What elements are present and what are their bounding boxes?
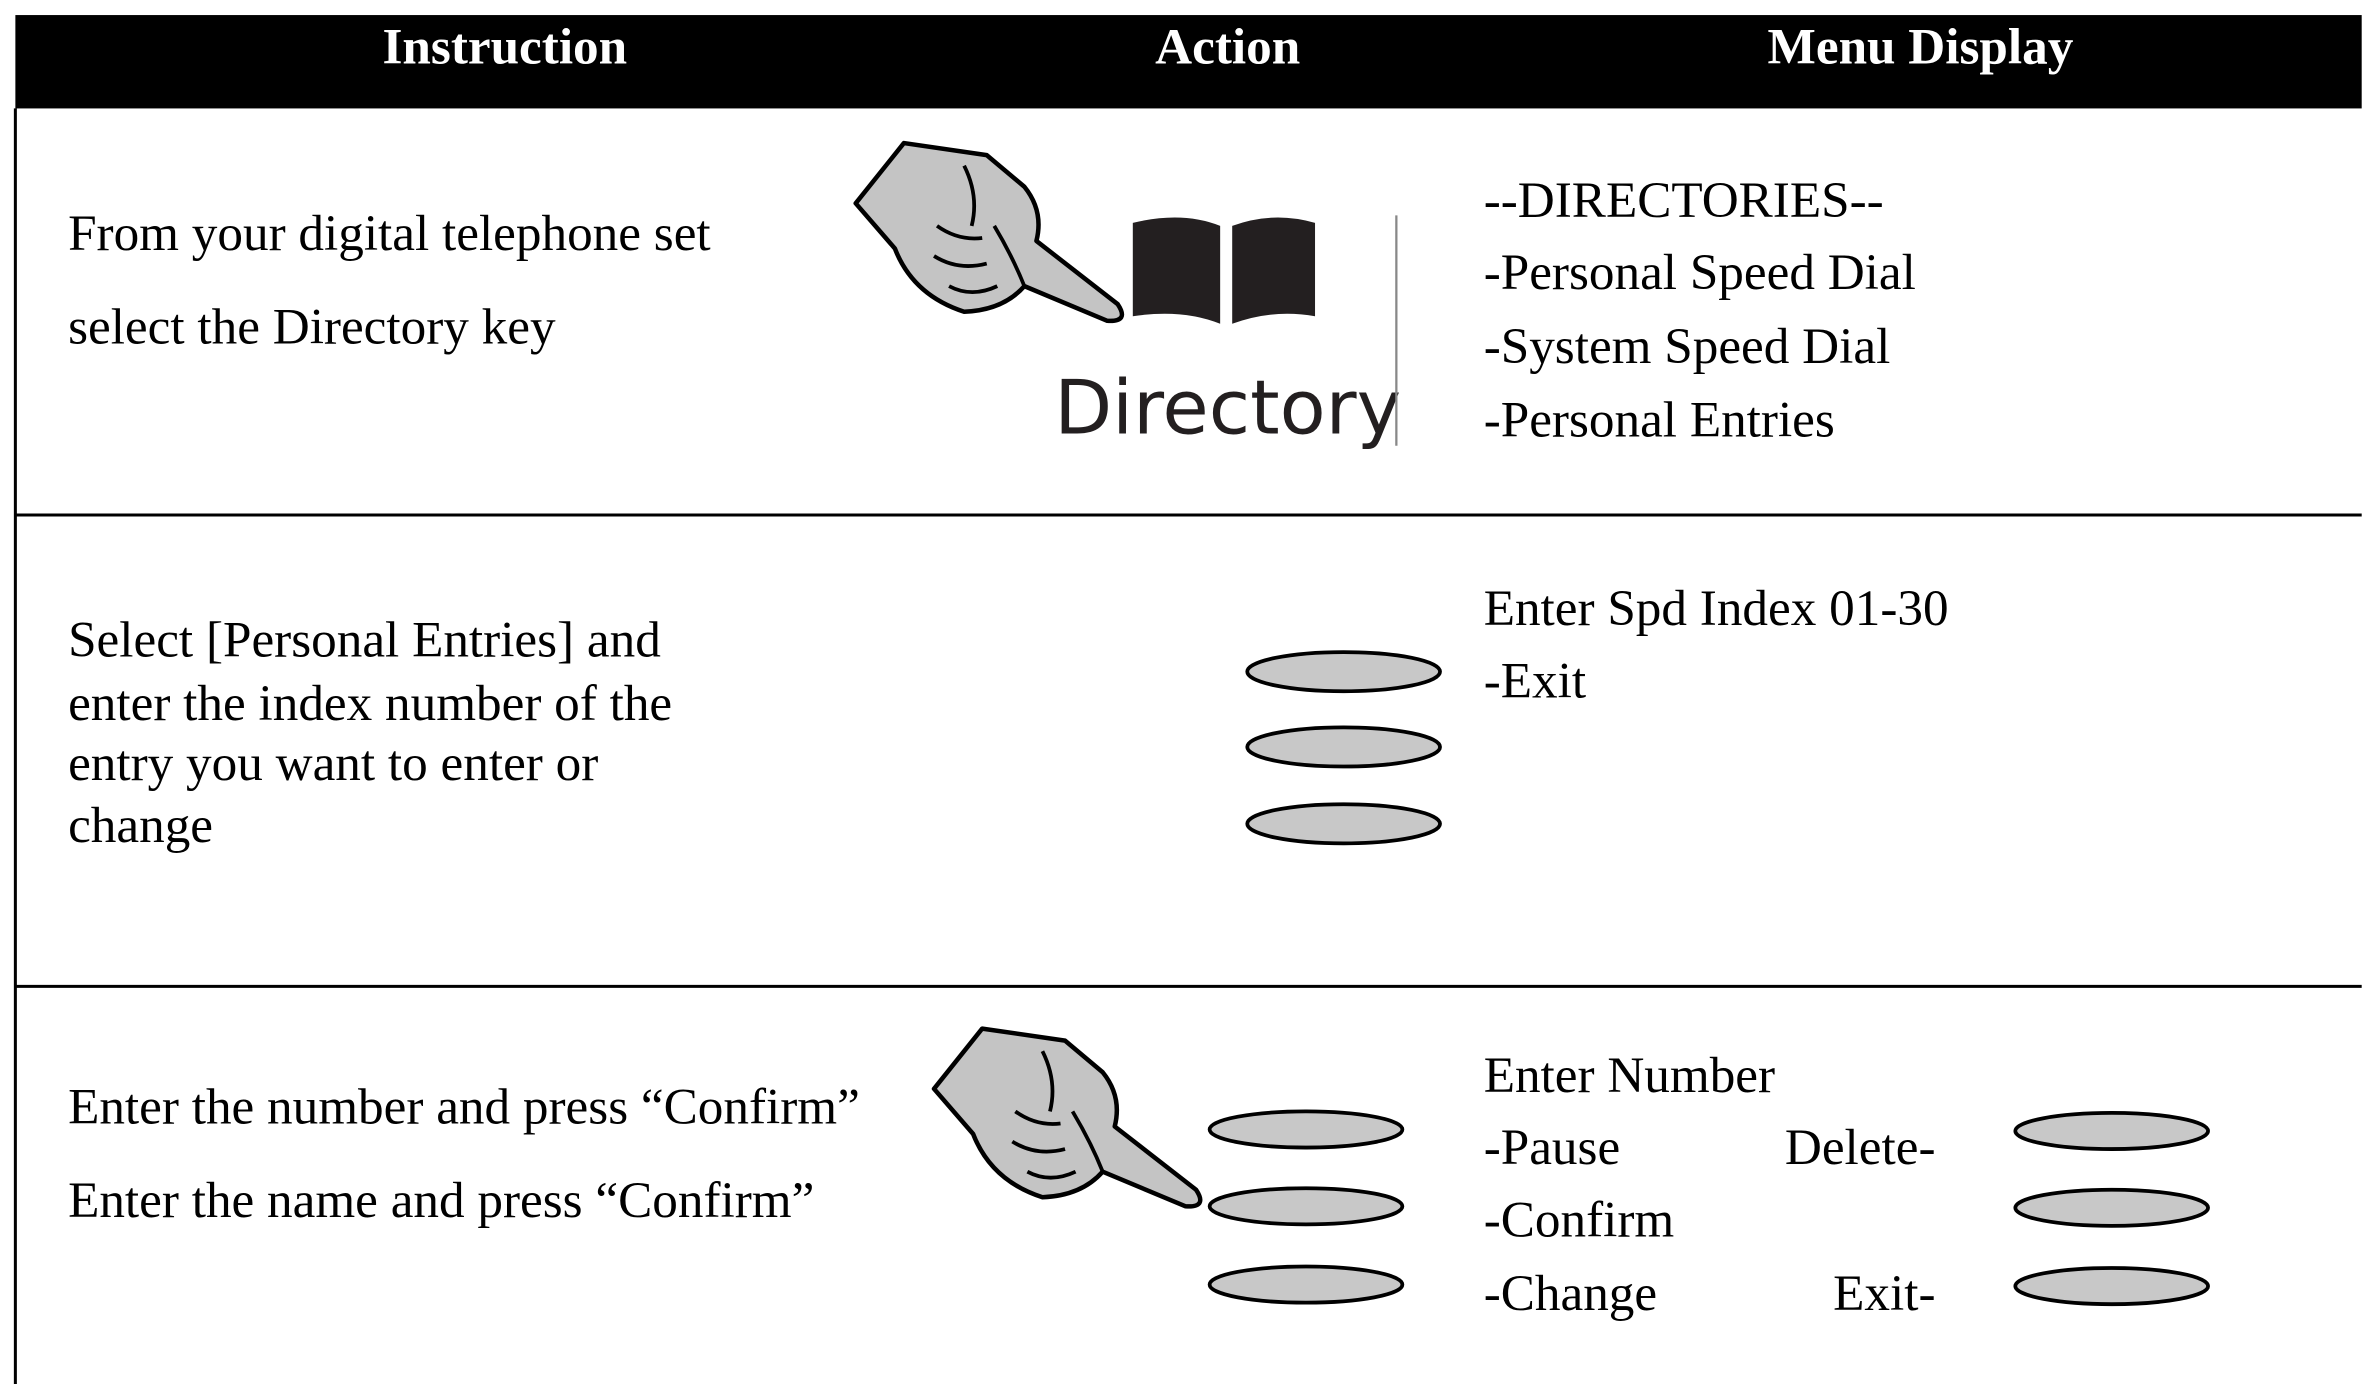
soft-key — [1207, 1186, 1405, 1227]
header-cell: Menu Display — [1768, 18, 2074, 75]
soft-key — [2013, 1111, 2210, 1151]
hand-icon — [934, 1029, 1200, 1207]
instruction-text: select the Directory key — [68, 298, 556, 355]
menu-text: Enter Number — [1484, 1047, 1775, 1104]
menu-text: -Pause — [1484, 1119, 1620, 1176]
menu-text: Delete- — [1785, 1119, 1936, 1176]
instruction-text: From your digital telephone set — [68, 205, 711, 262]
instruction-text: Select [Personal Entries] and — [68, 612, 661, 669]
menu-text: -Personal Entries — [1484, 392, 1835, 449]
soft-key — [2013, 1266, 2210, 1307]
soft-key — [1245, 802, 1442, 846]
hand-icon — [856, 143, 1122, 321]
menu-text: Exit- — [1833, 1265, 1935, 1322]
header-bar — [15, 15, 2362, 109]
instruction-text: entry you want to enter or — [68, 735, 598, 792]
instruction-text: Enter the name and press “Confirm” — [68, 1172, 814, 1229]
menu-text: -Exit — [1484, 652, 1586, 709]
soft-key — [2013, 1187, 2210, 1228]
menu-text: -Personal Speed Dial — [1484, 244, 1916, 301]
soft-key — [1245, 650, 1442, 694]
menu-text: -System Speed Dial — [1484, 318, 1891, 375]
book-icon — [1132, 217, 1316, 324]
menu-text: --DIRECTORIES-- — [1484, 172, 1884, 229]
menu-text: Enter Spd Index 01-30 — [1484, 580, 1949, 637]
soft-key — [1207, 1264, 1405, 1305]
menu-text: -Confirm — [1484, 1191, 1675, 1248]
instruction-text: change — [68, 797, 213, 854]
soft-key — [1245, 725, 1442, 769]
soft-key — [1207, 1109, 1405, 1150]
instruction-text: enter the index number of the — [68, 675, 672, 732]
directory-key-label: Directory — [1054, 364, 1401, 452]
instruction-text: Enter the number and press “Confirm” — [68, 1078, 860, 1135]
header-cell: Instruction — [383, 18, 628, 75]
menu-text: -Change — [1484, 1265, 1657, 1322]
header-cell: Action — [1155, 18, 1300, 75]
